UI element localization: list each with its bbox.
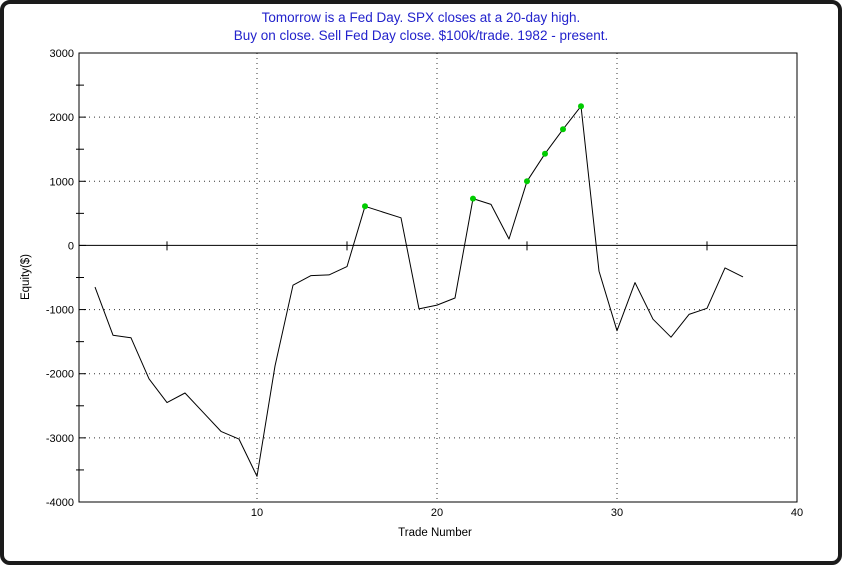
y-tick-label--3000: -3000: [46, 433, 74, 445]
equity-line: [94, 105, 744, 477]
x-tick-label-10: 10: [251, 507, 263, 519]
y-tick-label--1000: -1000: [46, 305, 74, 317]
trade-marker-27: [560, 126, 566, 133]
y-tick-label-3000: 3000: [50, 48, 74, 60]
x-tick-label-20: 20: [431, 507, 443, 519]
trade-marker-22: [470, 195, 476, 202]
x-axis-title: Trade Number: [398, 527, 472, 539]
chart-title-line1: Tomorrow is a Fed Day. SPX closes at a 2…: [262, 10, 581, 25]
trade-marker-16: [362, 203, 368, 210]
y-tick-label--2000: -2000: [46, 369, 74, 381]
equity-curve-chart: Tomorrow is a Fed Day. SPX closes at a 2…: [20, 10, 803, 539]
y-tick-label-2000: 2000: [50, 112, 74, 124]
y-tick-label--4000: -4000: [46, 497, 74, 509]
plot-area: 3000 2000 1000 0 -1000 -2000 -3000 -4000 10 20 30 4…: [46, 48, 803, 519]
plot-frame: [78, 52, 798, 503]
trade-marker-28: [578, 103, 584, 110]
trade-marker-25: [524, 178, 530, 185]
x-tick-label-40: 40: [791, 507, 803, 519]
y-tick-label-0: 0: [68, 240, 74, 252]
chart-title-line2: Buy on close. Sell Fed Day close. $100k/…: [234, 28, 608, 43]
x-tick-label-30: 30: [611, 507, 623, 519]
trade-marker-26: [542, 150, 548, 157]
y-tick-label-1000: 1000: [50, 176, 74, 188]
y-axis-title: Equity($): [20, 254, 32, 300]
